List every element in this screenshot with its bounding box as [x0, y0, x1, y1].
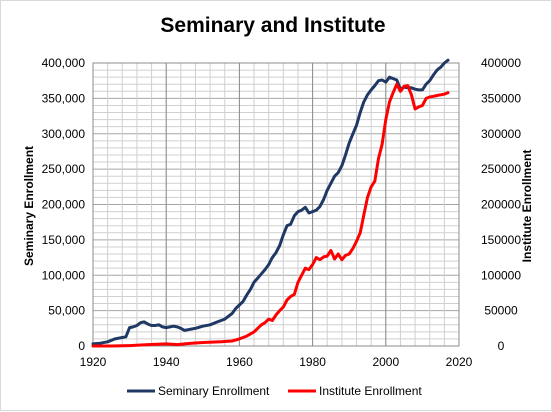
y-tick-label: 250,000	[42, 162, 86, 176]
series-group	[91, 58, 450, 348]
y2-tick-label: 250000	[481, 162, 521, 176]
legend: Seminary Enrollment Institute Enrollment	[127, 384, 422, 398]
y-tick-label: 400,000	[42, 56, 86, 70]
y2-tick-label: 200000	[481, 198, 521, 212]
x-tick-label: 1940	[153, 355, 180, 369]
y-tick-label: 50,000	[48, 304, 85, 318]
y2-tick-label: 150000	[481, 233, 521, 247]
y-axis-title: Seminary Enrollment	[22, 146, 36, 266]
grid	[92, 62, 460, 347]
legend-label-institute: Institute Enrollment	[319, 384, 422, 398]
y2-tick-label: 350000	[481, 91, 521, 105]
x-tick-label: 1920	[80, 355, 107, 369]
x-tick-label: 1980	[299, 355, 326, 369]
series-line-seminary	[91, 58, 450, 346]
axes	[92, 62, 460, 347]
y-tick-label: 150,000	[42, 233, 86, 247]
legend-label-seminary: Seminary Enrollment	[158, 384, 270, 398]
y2-axis-title: Institute Enrollment	[520, 150, 534, 263]
y-tick-label: 0	[78, 339, 85, 353]
y2-tick-label: 300000	[481, 127, 521, 141]
series-line-institute	[91, 82, 450, 348]
y2-tick-label: 400000	[481, 56, 521, 70]
chart-title: Seminary and Institute	[160, 14, 385, 37]
y-tick-label: 200,000	[42, 198, 86, 212]
y-tick-label: 350,000	[42, 91, 86, 105]
tick-labels: 1920 1940 1960 1980 2000 2020 0 50,000 100,000 15…	[42, 56, 522, 369]
y-tick-label: 300,000	[42, 127, 86, 141]
x-tick-label: 2020	[446, 355, 473, 369]
x-tick-label: 1960	[226, 355, 253, 369]
y2-tick-label: 0	[498, 339, 505, 353]
plot-border	[92, 62, 460, 347]
y2-tick-label: 50000	[484, 304, 518, 318]
y2-tick-label: 100000	[481, 268, 521, 282]
y-tick-label: 100,000	[42, 268, 86, 282]
x-tick-label: 2000	[372, 355, 399, 369]
